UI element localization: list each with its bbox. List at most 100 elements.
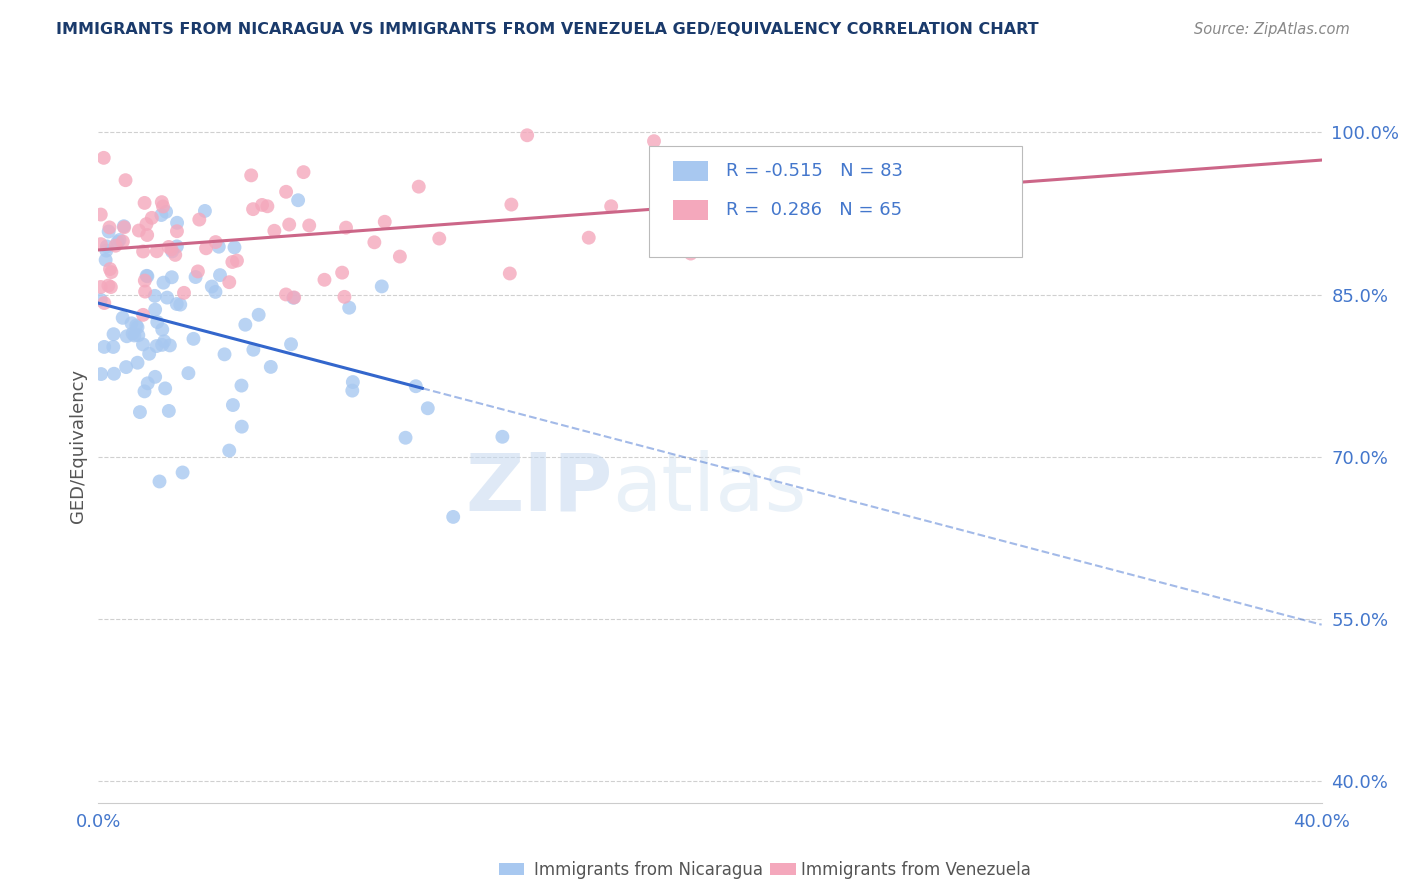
Point — [371, 279, 394, 293]
Point — [184, 270, 207, 285]
Point — [134, 285, 156, 299]
Point — [121, 326, 143, 341]
Point — [129, 405, 152, 419]
Point — [93, 340, 115, 354]
Point — [388, 250, 411, 264]
Point — [160, 270, 183, 285]
Point — [103, 340, 125, 354]
Point — [499, 267, 522, 281]
Point — [278, 218, 301, 232]
Point — [172, 466, 194, 480]
Point — [283, 291, 305, 305]
Point — [114, 173, 136, 187]
Point — [441, 509, 464, 524]
Point — [231, 378, 253, 392]
Point — [408, 179, 430, 194]
Point — [208, 240, 231, 254]
Point — [679, 246, 702, 260]
Point — [93, 151, 115, 165]
Point — [96, 244, 118, 258]
Point — [416, 401, 439, 416]
Point — [127, 328, 149, 343]
Point — [166, 239, 188, 253]
Point — [150, 195, 173, 210]
Point — [148, 475, 170, 489]
FancyBboxPatch shape — [648, 146, 1022, 257]
Point — [194, 203, 217, 218]
Point — [121, 316, 143, 330]
Point — [173, 285, 195, 300]
Point — [188, 212, 211, 227]
Point — [195, 241, 218, 255]
Point — [427, 231, 450, 245]
Point — [578, 230, 600, 244]
Text: Source: ZipAtlas.com: Source: ZipAtlas.com — [1194, 22, 1350, 37]
Text: Immigrants from Venezuela: Immigrants from Venezuela — [801, 861, 1031, 879]
Point — [153, 381, 176, 395]
Point — [112, 219, 135, 234]
Point — [274, 287, 297, 301]
Point — [136, 269, 159, 284]
Point — [128, 223, 150, 237]
Point — [405, 379, 427, 393]
Point — [516, 128, 538, 143]
Point — [107, 235, 129, 249]
Point — [143, 302, 166, 317]
Point — [146, 315, 169, 329]
Point — [143, 369, 166, 384]
Point — [283, 290, 305, 304]
Point — [152, 276, 174, 290]
Point — [135, 268, 157, 283]
Point — [159, 338, 181, 352]
Point — [165, 248, 187, 262]
Point — [157, 240, 180, 254]
Point — [132, 244, 155, 259]
Point — [242, 343, 264, 357]
Point — [153, 334, 176, 349]
Point — [96, 239, 118, 253]
Point — [298, 219, 321, 233]
Point — [134, 384, 156, 399]
Text: ZIP: ZIP — [465, 450, 612, 528]
Point — [342, 384, 364, 398]
Point — [138, 347, 160, 361]
FancyBboxPatch shape — [499, 863, 524, 875]
Point — [177, 366, 200, 380]
Point — [90, 237, 112, 252]
Point — [155, 204, 177, 219]
Point — [201, 279, 224, 293]
Point — [124, 328, 146, 343]
Point — [152, 199, 174, 213]
Point — [240, 169, 263, 183]
Point — [103, 367, 125, 381]
Point — [263, 224, 285, 238]
Point — [231, 419, 253, 434]
Point — [136, 227, 159, 242]
Point — [103, 327, 125, 342]
Point — [208, 268, 231, 282]
Point — [145, 339, 167, 353]
Point — [643, 134, 665, 148]
Point — [600, 199, 623, 213]
Point — [132, 337, 155, 351]
Point — [97, 225, 120, 239]
Point — [242, 202, 264, 216]
Text: IMMIGRANTS FROM NICARAGUA VS IMMIGRANTS FROM VENEZUELA GED/EQUIVALENCY CORRELATI: IMMIGRANTS FROM NICARAGUA VS IMMIGRANTS … — [56, 22, 1039, 37]
FancyBboxPatch shape — [673, 161, 707, 180]
Text: Immigrants from Nicaragua: Immigrants from Nicaragua — [534, 861, 763, 879]
Point — [90, 280, 112, 294]
Point — [134, 195, 156, 210]
Text: R =  0.286   N = 65: R = 0.286 N = 65 — [725, 201, 903, 219]
Point — [150, 338, 173, 352]
Point — [330, 266, 353, 280]
Point — [146, 244, 169, 259]
Point — [214, 347, 236, 361]
Point — [115, 329, 138, 343]
Point — [314, 273, 336, 287]
FancyBboxPatch shape — [770, 863, 796, 875]
Point — [108, 233, 131, 247]
Point — [125, 318, 148, 333]
Point — [394, 431, 416, 445]
Point — [156, 291, 179, 305]
Point — [204, 285, 226, 299]
